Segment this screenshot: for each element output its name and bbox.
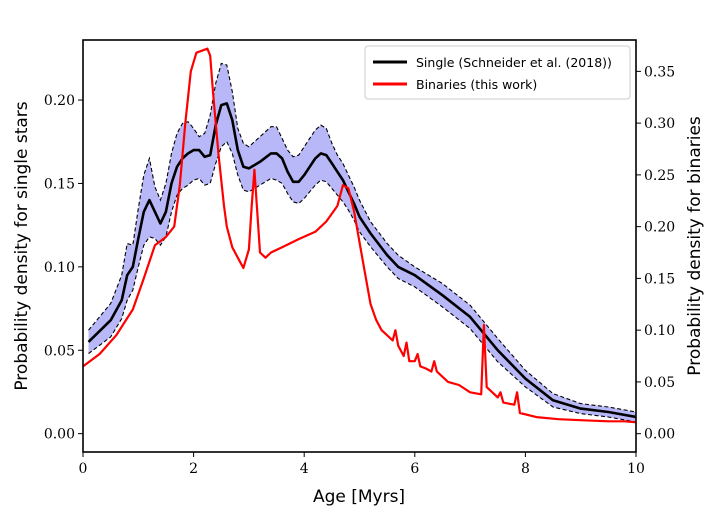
y-right-tick-label: 0.15 — [644, 271, 675, 287]
y-left-tick-label: 0.00 — [44, 427, 75, 443]
y-right-tick-label: 0.30 — [644, 116, 675, 132]
y-right-tick-label: 0.25 — [644, 168, 675, 184]
y-right-tick-label: 0.35 — [644, 64, 675, 80]
y-left-tick-label: 0.10 — [44, 260, 75, 276]
single-lower-bound-line — [88, 140, 637, 423]
x-tick-label: 6 — [410, 461, 419, 477]
y-axis-left-title: Probability density for single stars — [12, 101, 32, 390]
single-upper-bound-line — [88, 62, 637, 413]
y-axis-right-title: Probability density for binaries — [685, 116, 705, 376]
axis-ticks: 0 2 4 6 8 10 0.00 0.05 0.10 0.15 0.20 0.00 0.05 0.10 0… — [44, 64, 675, 477]
legend: Single (Schneider et al. (2018)) Binarie… — [364, 45, 631, 100]
binaries-series-line — [82, 47, 637, 424]
y-left-tick-label: 0.05 — [44, 343, 75, 359]
x-tick-label: 0 — [79, 461, 88, 477]
y-right-tick-label: 0.20 — [644, 220, 675, 236]
y-right-tick-label: 0.10 — [644, 323, 675, 339]
plot-area — [82, 47, 637, 424]
y-right-tick-label: 0.00 — [644, 427, 675, 443]
x-tick-label: 4 — [300, 461, 309, 477]
x-tick-label: 2 — [189, 461, 198, 477]
single-confidence-band — [88, 63, 636, 423]
axes-frame — [82, 39, 637, 453]
legend-label-binaries: Binaries (this work) — [416, 77, 537, 92]
x-tick-label: 10 — [627, 461, 645, 477]
y-left-tick-label: 0.20 — [44, 93, 75, 109]
y-left-tick-label: 0.15 — [44, 176, 75, 192]
y-right-tick-label: 0.05 — [644, 375, 675, 391]
x-tick-label: 8 — [521, 461, 530, 477]
legend-label-single: Single (Schneider et al. (2018)) — [416, 55, 612, 70]
x-axis-title: Age [Myrs] — [313, 487, 405, 507]
legend-box — [364, 45, 631, 100]
single-series-line — [87, 102, 637, 419]
